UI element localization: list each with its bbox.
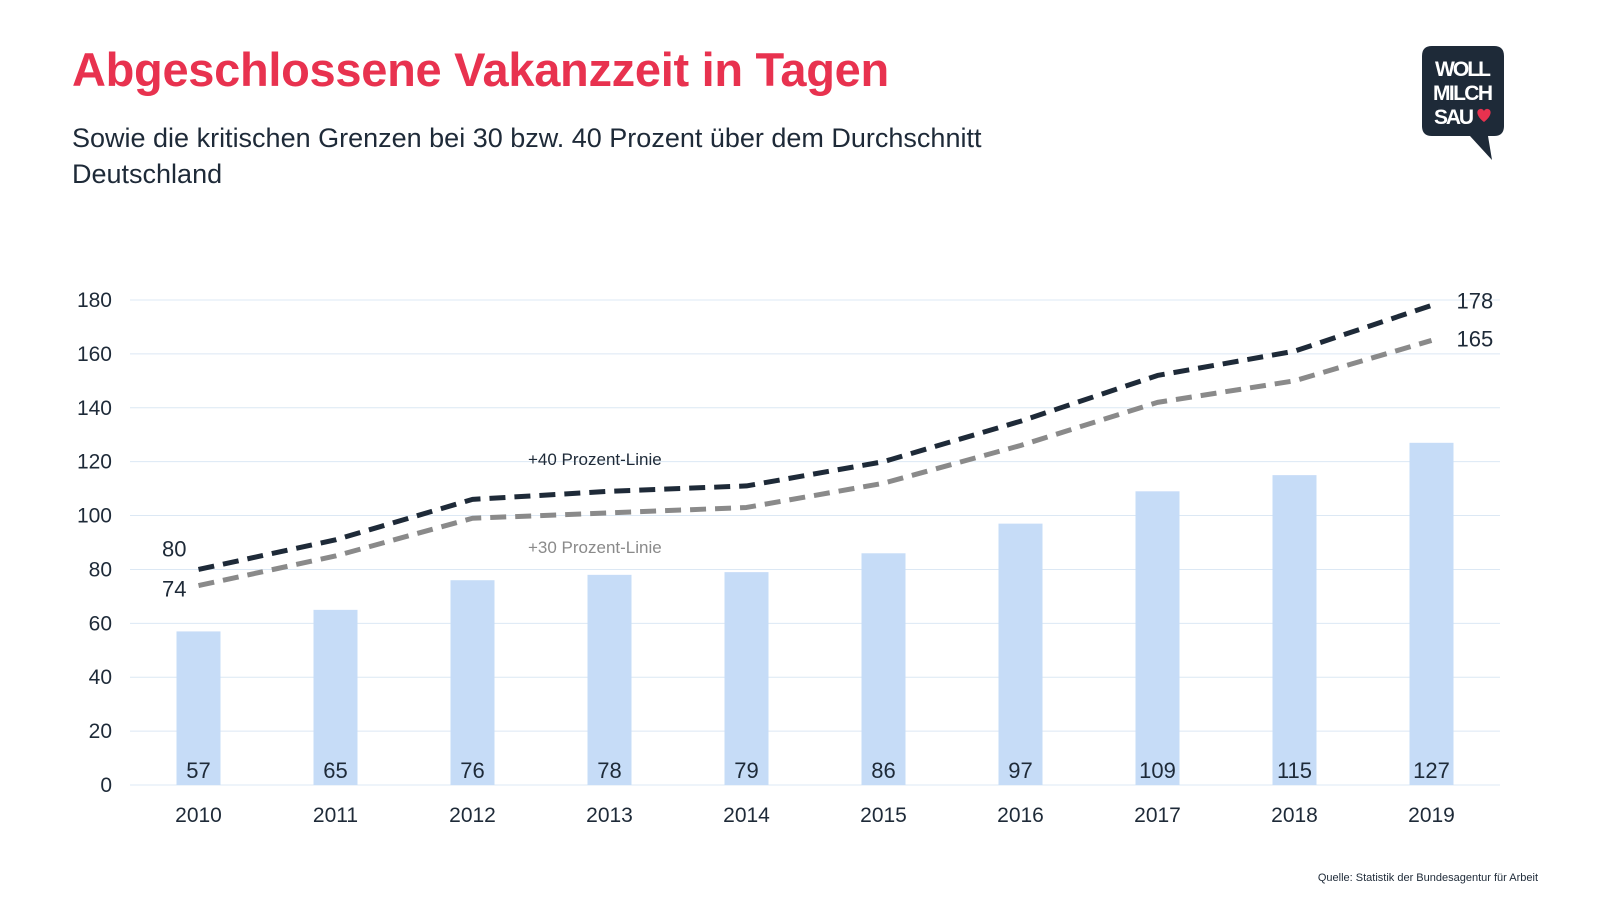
y-tick-label: 120 [77, 451, 112, 474]
chart-subtitle: Sowie die kritischen Grenzen bei 30 bzw.… [72, 123, 982, 189]
logo: WOLL MILCH SAU [1422, 46, 1504, 160]
bar [1409, 442, 1454, 785]
line-30-percent [197, 338, 1433, 589]
heart-icon [1477, 108, 1491, 122]
logo-line-3: SAU [1434, 106, 1474, 129]
logo-line-1: WOLL [1435, 58, 1491, 81]
bar-value-label: 57 [186, 758, 210, 783]
bar [587, 574, 632, 785]
line-40-last-label: 178 [1457, 288, 1494, 313]
bar [450, 580, 495, 785]
bar [1272, 475, 1317, 785]
chart-title: Abgeschlossene Vakanzzeit in Tagen [72, 43, 889, 96]
y-tick-label: 0 [100, 774, 112, 797]
series-label-40: +40 Prozent-Linie [528, 450, 662, 469]
y-tick-label: 140 [77, 397, 112, 420]
x-tick-label: 2017 [1134, 804, 1181, 827]
x-tick-label: 2015 [860, 804, 907, 827]
line-30-last-label: 165 [1457, 326, 1494, 351]
bar [861, 553, 906, 785]
y-tick-label: 80 [89, 558, 112, 581]
y-axis: 0 20 40 60 80 100 120 140 160 180 [77, 289, 112, 797]
line-40-first-label: 80 [162, 536, 186, 561]
bar-value-label: 86 [871, 758, 895, 783]
bar-value-label: 76 [460, 758, 484, 783]
line-30-first-label: 74 [162, 577, 186, 602]
y-tick-label: 180 [77, 289, 112, 312]
bar-value-label: 97 [1008, 758, 1032, 783]
speech-bubble-icon [1422, 46, 1504, 160]
bar [998, 523, 1043, 785]
source-note: Quelle: Statistik der Bundesagentur für … [1317, 872, 1538, 884]
logo-line-2: MILCH [1433, 82, 1493, 105]
bar-value-label: 79 [734, 758, 758, 783]
bar-value-label: 127 [1413, 758, 1450, 783]
bar-value-label: 115 [1277, 758, 1312, 783]
x-tick-label: 2019 [1408, 804, 1455, 827]
x-tick-label: 2013 [586, 804, 633, 827]
y-tick-label: 100 [77, 505, 112, 528]
x-tick-label: 2014 [723, 804, 770, 827]
bar [1135, 491, 1180, 785]
x-tick-label: 2016 [997, 804, 1044, 827]
x-tick-label: 2010 [175, 804, 222, 827]
line-40-percent [197, 303, 1433, 572]
y-tick-label: 40 [89, 666, 112, 689]
threshold-lines [197, 303, 1433, 589]
data-labels: 57 65 76 78 79 86 97 109 115 127 80 74 178 165 +40 Pro… [162, 288, 1493, 783]
x-axis: 2010 2011 2012 2013 2014 2015 2016 2017 2018 2019 [175, 804, 1455, 827]
grid [130, 299, 1500, 786]
y-tick-label: 20 [89, 720, 112, 743]
x-tick-label: 2018 [1271, 804, 1318, 827]
x-tick-label: 2011 [313, 804, 358, 827]
bars [176, 442, 1454, 785]
bar [724, 572, 769, 785]
bar-value-label: 78 [597, 758, 621, 783]
bar [176, 631, 221, 785]
series-label-30: +30 Prozent-Linie [528, 538, 662, 557]
bar [313, 609, 358, 785]
bar-value-label: 65 [323, 758, 347, 783]
bar-value-label: 109 [1139, 758, 1176, 783]
y-tick-label: 160 [77, 343, 112, 366]
x-tick-label: 2012 [449, 804, 496, 827]
y-tick-label: 60 [89, 612, 112, 635]
